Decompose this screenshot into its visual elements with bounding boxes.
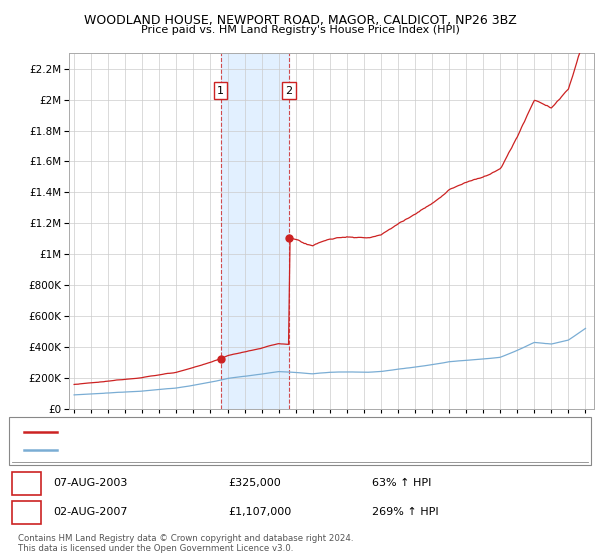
Text: Price paid vs. HM Land Registry's House Price Index (HPI): Price paid vs. HM Land Registry's House … xyxy=(140,25,460,35)
Text: 07-AUG-2003: 07-AUG-2003 xyxy=(53,478,127,488)
Text: 02-AUG-2007: 02-AUG-2007 xyxy=(53,507,127,517)
Text: Contains HM Land Registry data © Crown copyright and database right 2024.
This d: Contains HM Land Registry data © Crown c… xyxy=(18,534,353,553)
Text: 2: 2 xyxy=(22,506,31,519)
Text: HPI: Average price, detached house, Monmouthshire: HPI: Average price, detached house, Monm… xyxy=(63,445,320,455)
Text: 2: 2 xyxy=(286,86,292,96)
Text: £325,000: £325,000 xyxy=(228,478,281,488)
Text: 1: 1 xyxy=(217,86,224,96)
Text: WOODLAND HOUSE, NEWPORT ROAD, MAGOR, CALDICOT, NP26 3BZ: WOODLAND HOUSE, NEWPORT ROAD, MAGOR, CAL… xyxy=(83,14,517,27)
Text: 63% ↑ HPI: 63% ↑ HPI xyxy=(372,478,431,488)
Bar xyxy=(221,53,289,409)
Text: 269% ↑ HPI: 269% ↑ HPI xyxy=(372,507,439,517)
Text: 1: 1 xyxy=(22,477,31,490)
Text: £1,107,000: £1,107,000 xyxy=(228,507,291,517)
Text: WOODLAND HOUSE, NEWPORT ROAD, MAGOR, CALDICOT, NP26 3BZ (detached house): WOODLAND HOUSE, NEWPORT ROAD, MAGOR, CAL… xyxy=(63,427,490,437)
